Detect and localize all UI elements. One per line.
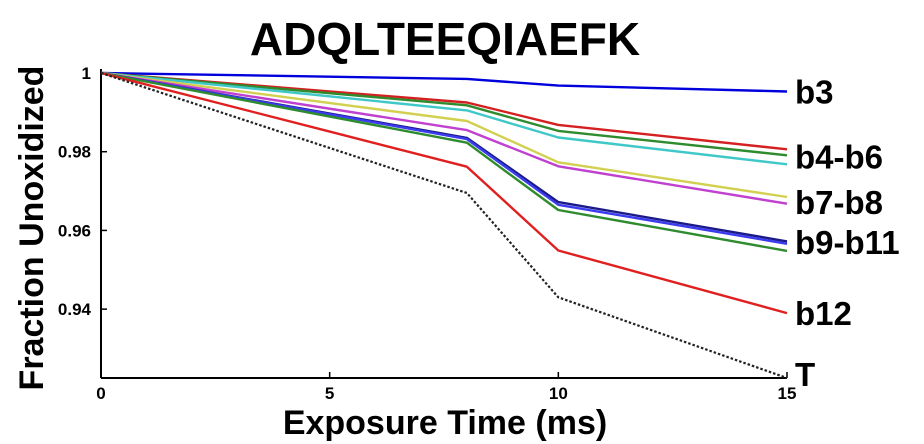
x-tick-label: 5 — [325, 384, 334, 403]
series-line-4 — [100, 71, 788, 166]
x-axis-label: Exposure Time (ms) — [283, 404, 607, 442]
series-line-9 — [100, 71, 788, 253]
series-line-10 — [100, 71, 788, 315]
y-tick-label: 0.94 — [58, 300, 92, 319]
series-label: b12 — [795, 295, 852, 332]
x-tick-label: 0 — [96, 384, 105, 403]
series-label: b3 — [795, 73, 834, 110]
series-line-2 — [100, 71, 788, 151]
x-tick-label: 15 — [778, 384, 797, 403]
series-label: b9-b11 — [795, 224, 900, 261]
series-line-6 — [100, 71, 788, 205]
series-label: b7-b8 — [795, 184, 883, 221]
series-line-1 — [100, 71, 788, 93]
y-tick-label: 0.96 — [58, 221, 91, 240]
y-axis-label: Fraction Unoxidized — [13, 66, 51, 391]
x-tick-label: 10 — [549, 384, 568, 403]
series-line-8 — [100, 71, 788, 245]
chart-title: ADQLTEEQIAEFK — [250, 13, 640, 65]
y-tick-label: 0.98 — [58, 143, 91, 162]
y-tick-label: 1 — [82, 64, 91, 83]
series-line-3 — [100, 71, 788, 157]
series-line-11 — [100, 71, 788, 380]
series-layer — [100, 71, 788, 380]
series-line-5 — [100, 71, 788, 199]
series-label: b4-b6 — [795, 138, 883, 175]
axes: 0 5 10 15 0.94 0.96 0.98 1 — [58, 64, 797, 403]
series-label: T — [795, 356, 815, 393]
